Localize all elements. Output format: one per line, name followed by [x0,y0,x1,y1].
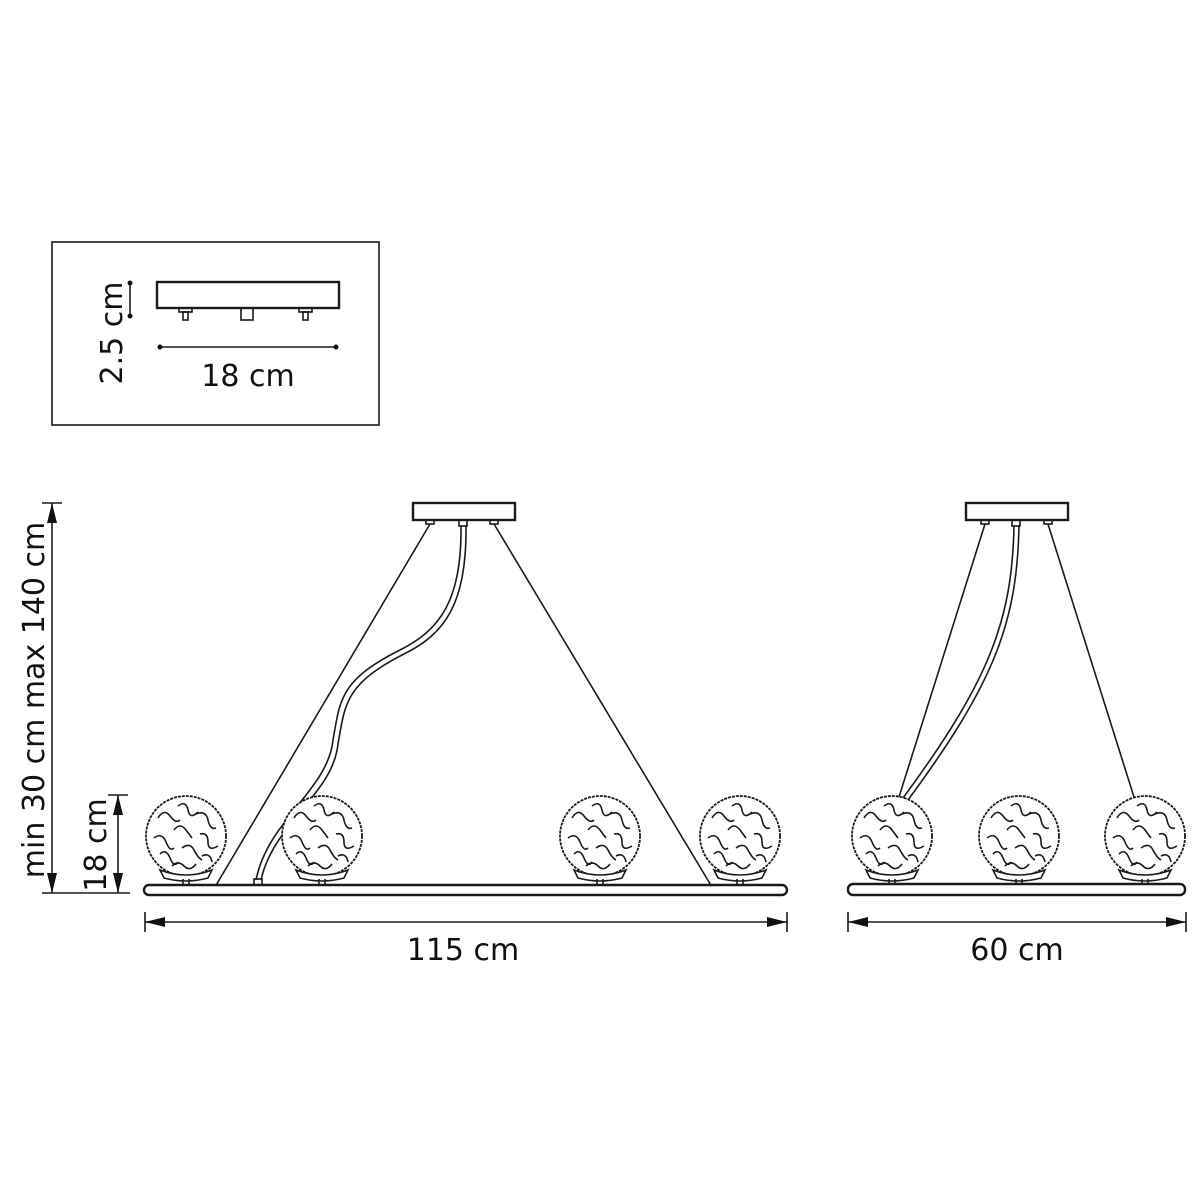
side-globe-shade-3 [1104,795,1186,886]
inset-height-dimension [127,280,133,319]
front-globe-shade-3 [559,795,641,886]
side-suspension-wire-left [898,523,986,798]
inset-width-dimension [157,344,339,350]
side-globe-shade-1 [851,795,933,886]
side-view: 60 cm [846,501,1187,968]
front-globe-shade-1 [145,795,227,886]
side-power-cable [902,525,1020,801]
overall-height-dimension [42,502,130,894]
inset-canopy-pins [178,307,313,321]
front-globe-shade-2 [281,795,363,886]
side-suspension-wire-right [1047,523,1135,798]
front-bar [142,883,789,897]
front-globe-shade-4 [699,795,781,886]
front-view: min 30 cm max 140 cm 18 cm 115 cm [17,501,789,968]
side-globe-shade-2 [978,795,1060,886]
canopy-detail-inset: 2.5 cm 18 cm [51,241,380,426]
front-width-label: 115 cm [407,933,520,968]
shade-height-label: 18 cm [79,798,114,891]
side-width-label: 60 cm [970,933,1063,968]
shade-height-dimension [108,794,128,893]
side-width-dimension [847,912,1187,932]
inset-frame [51,241,380,426]
inset-canopy [155,280,341,310]
inset-height-label: 2.5 cm [95,282,130,385]
side-bar [846,882,1187,897]
front-canopy [411,501,517,522]
overall-height-label: min 30 cm max 140 cm [17,522,52,878]
front-width-dimension [144,912,788,932]
inset-width-label: 18 cm [201,359,294,394]
front-suspension-wire-left [214,523,431,888]
side-canopy [964,501,1070,522]
front-suspension-wire-right [493,523,713,888]
